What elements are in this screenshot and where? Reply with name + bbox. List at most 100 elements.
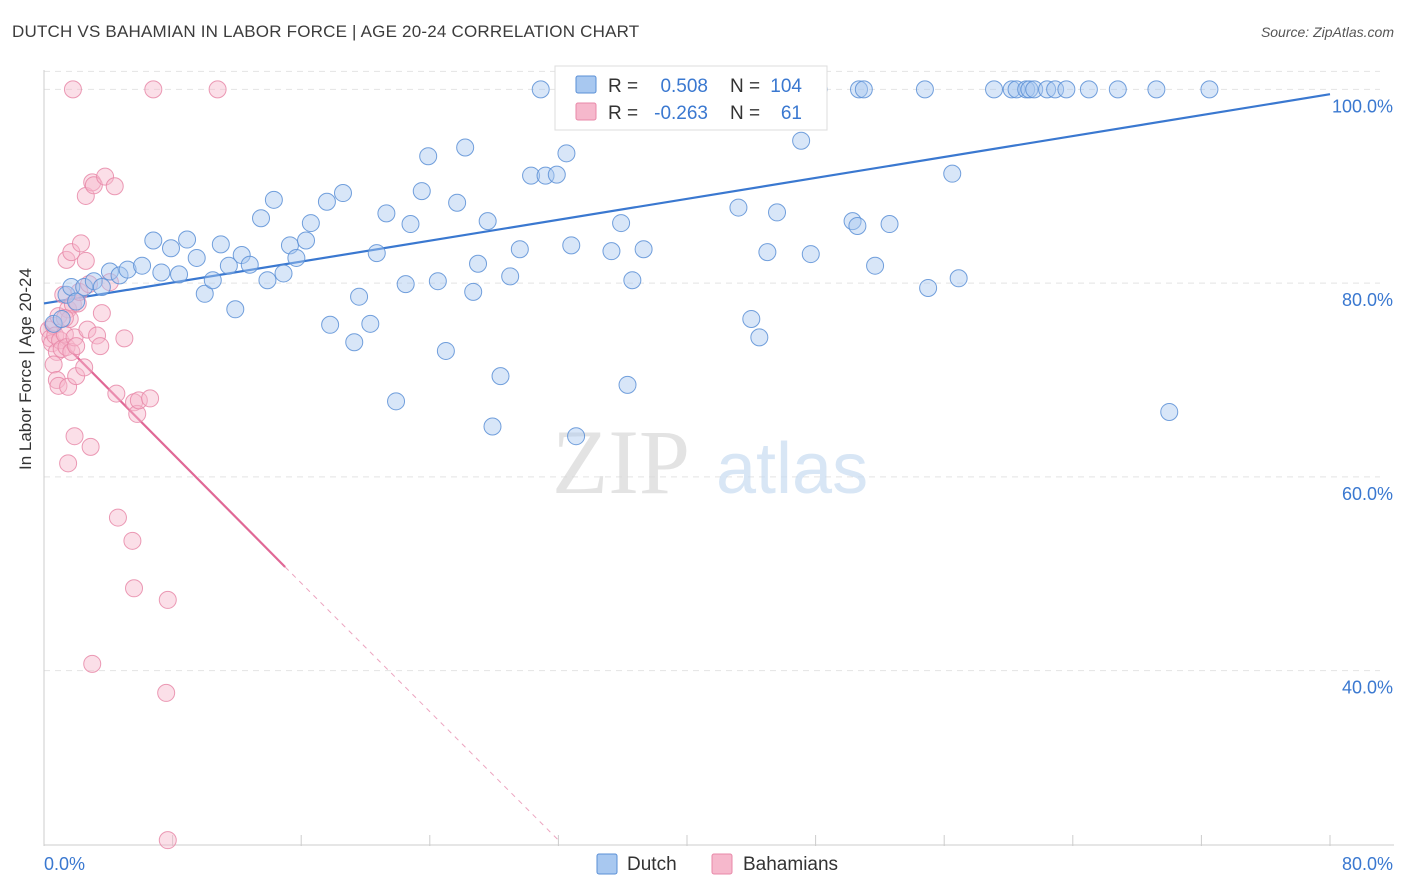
point-dutch [118, 260, 137, 279]
point-bahamians [78, 320, 97, 339]
point-bahamians [65, 427, 84, 446]
point-bahamians [44, 355, 63, 374]
point-dutch [1002, 80, 1021, 99]
point-dutch [170, 265, 189, 284]
watermark-zip: ZIP [552, 411, 690, 513]
stats-n-label-bahamians: N = [730, 103, 760, 124]
watermark-atlas: atlas [716, 429, 868, 509]
point-dutch [1057, 80, 1076, 99]
point-bahamians [88, 326, 107, 345]
stats-swatch-bahamians [575, 102, 597, 121]
point-bahamians [105, 177, 124, 196]
point-dutch [52, 309, 71, 328]
point-dutch [187, 248, 206, 267]
point-bahamians [123, 531, 142, 550]
point-bahamians [125, 579, 144, 598]
point-dutch [602, 242, 621, 261]
point-dutch [618, 375, 637, 394]
point-dutch [396, 275, 415, 294]
point-dutch [919, 278, 938, 297]
point-bahamians [129, 391, 148, 410]
chart-title: DUTCH VS BAHAMIAN IN LABOR FORCE | AGE 2… [12, 22, 640, 41]
point-dutch [264, 190, 283, 209]
point-dutch [412, 182, 431, 201]
point-dutch [1200, 80, 1219, 99]
point-dutch [133, 256, 152, 275]
point-bahamians [75, 358, 94, 377]
point-bahamians [128, 404, 147, 423]
point-bahamians [62, 342, 81, 361]
stats-n-value-bahamians: 61 [781, 103, 802, 124]
point-dutch [274, 264, 293, 283]
point-bahamians [115, 329, 134, 348]
trend-line-bahamians-extension [284, 566, 559, 841]
y-tick-label: 100.0% [1332, 96, 1393, 116]
point-dutch [562, 236, 581, 255]
legend-swatch-bahamians [711, 853, 733, 875]
point-dutch [258, 271, 277, 290]
point-bahamians [157, 683, 176, 702]
point-dutch [547, 165, 566, 184]
stats-r-value-bahamians: -0.263 [654, 103, 708, 124]
point-dutch [510, 240, 529, 259]
point-dutch [67, 292, 86, 311]
axis-ticks: 40.0% 60.0% 80.0% 100.0% 0.0% 80.0% [44, 96, 1393, 874]
point-bahamians [144, 80, 163, 99]
stats-legend-box: R = 0.508 N = 104 R = -0.263 N = 61 [554, 65, 828, 131]
point-bahamians [49, 376, 68, 395]
point-dutch [100, 262, 119, 281]
point-bahamians [47, 371, 66, 389]
point-dutch [464, 282, 483, 301]
legend-label-bahamians: Bahamians [743, 854, 838, 875]
chart-source: Source: ZipAtlas.com [1260, 24, 1394, 40]
point-dutch [1007, 80, 1026, 99]
point-dutch [387, 392, 406, 411]
stats-n-label-dutch: N = [730, 76, 760, 97]
stats-n-value-dutch: 104 [770, 76, 802, 97]
point-dutch [211, 235, 230, 254]
point-bahamians [63, 80, 82, 99]
point-dutch [567, 427, 586, 446]
point-dutch [915, 80, 934, 99]
point-dutch [456, 138, 475, 157]
point-bahamians [208, 80, 227, 99]
point-dutch [144, 231, 163, 250]
point-dutch [1160, 402, 1179, 421]
point-dutch [350, 287, 369, 306]
point-dutch [623, 271, 642, 290]
point-dutch [1079, 80, 1098, 99]
point-dutch [1108, 80, 1127, 99]
point-dutch [729, 198, 748, 217]
point-bahamians [91, 337, 110, 356]
point-dutch [195, 284, 214, 303]
legend-label-dutch: Dutch [627, 854, 677, 875]
point-dutch [428, 272, 447, 291]
point-bahamians [71, 234, 90, 253]
point-dutch [1020, 80, 1039, 99]
point-dutch [301, 214, 320, 233]
point-dutch [522, 166, 541, 185]
axes [43, 70, 1394, 846]
trend-lines [43, 93, 1331, 841]
point-dutch [297, 231, 316, 250]
point-bahamians [96, 167, 115, 186]
point-bahamians [92, 304, 111, 323]
point-dutch [531, 80, 550, 99]
point-dutch [219, 256, 238, 275]
point-dutch [848, 216, 867, 235]
point-bahamians [158, 831, 177, 850]
x-tick-label-end: 80.0% [1342, 854, 1393, 874]
point-bahamians [141, 389, 160, 408]
series-bahamians [39, 80, 227, 850]
point-dutch [448, 193, 467, 212]
point-dutch [483, 417, 502, 436]
point-dutch [1025, 80, 1044, 99]
trend-line-dutch [43, 93, 1331, 305]
point-dutch [469, 254, 488, 273]
point-dutch [436, 341, 455, 360]
series-dutch [44, 80, 1219, 446]
point-dutch [854, 80, 873, 99]
stats-swatch-dutch [575, 75, 597, 94]
point-dutch [317, 192, 336, 211]
